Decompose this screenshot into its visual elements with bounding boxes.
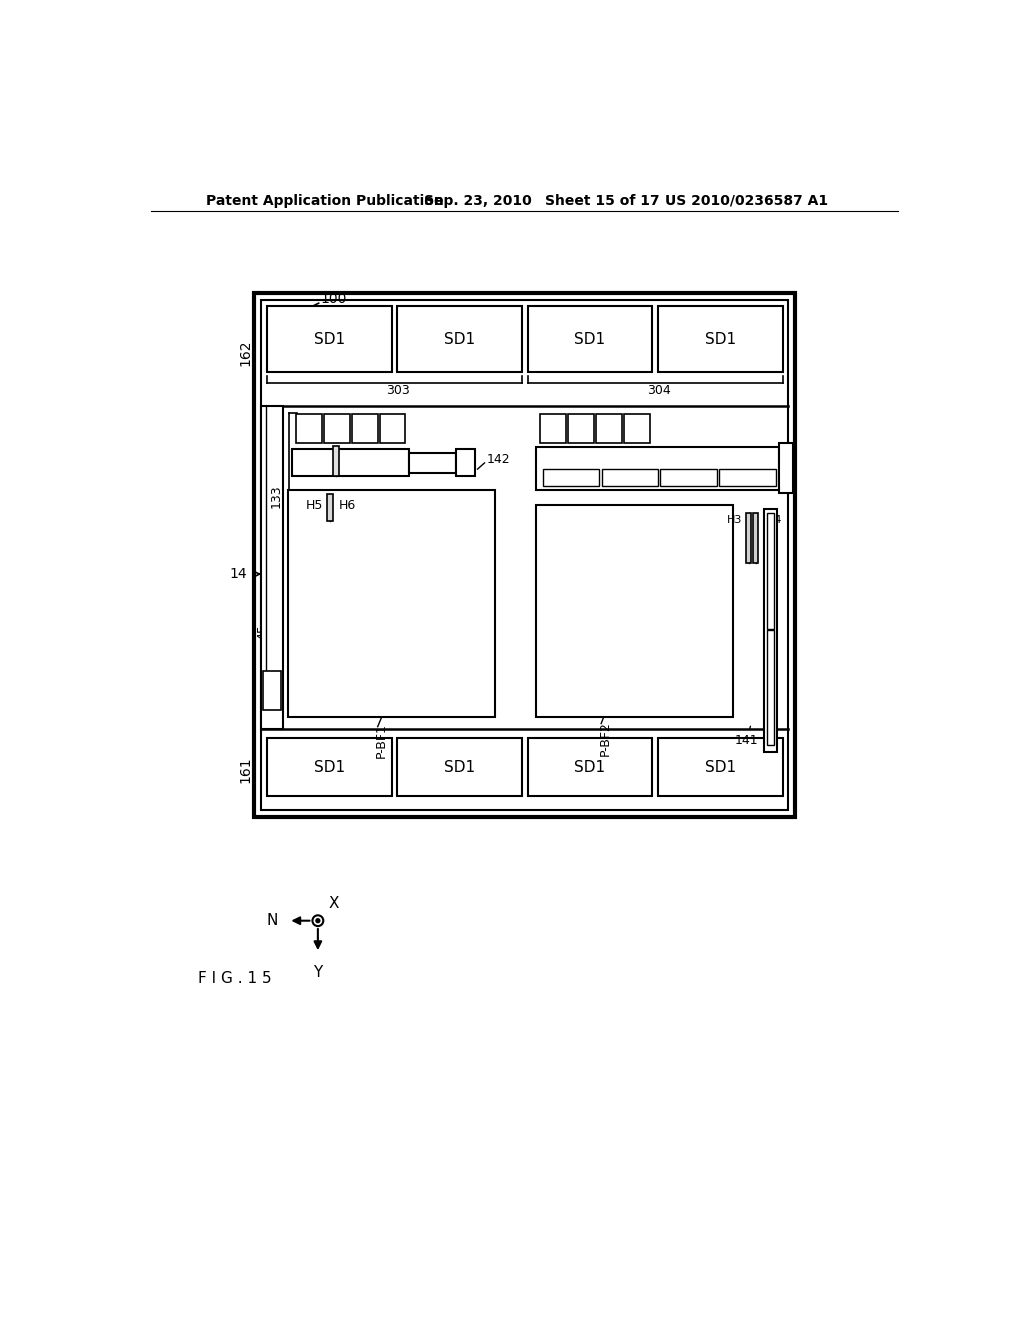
Text: 100: 100 — [321, 292, 346, 306]
Text: PHP: PHP — [627, 424, 646, 434]
Bar — [767, 631, 774, 744]
Text: 45: 45 — [257, 624, 269, 640]
Text: SD1: SD1 — [574, 759, 605, 775]
Text: SD1: SD1 — [313, 759, 345, 775]
Bar — [537, 506, 732, 718]
Bar — [527, 306, 652, 372]
Text: SD1: SD1 — [313, 331, 345, 347]
Bar — [764, 508, 777, 752]
Text: 304: 304 — [647, 384, 671, 397]
Text: PHP: PHP — [299, 424, 318, 434]
Text: H3: H3 — [727, 515, 742, 525]
Bar — [333, 446, 340, 477]
Text: 142: 142 — [486, 453, 510, 466]
Text: H4: H4 — [767, 515, 783, 525]
Text: PHP: PHP — [599, 424, 618, 434]
Bar — [541, 414, 566, 444]
Bar — [397, 738, 522, 796]
Text: Sheet 15 of 17: Sheet 15 of 17 — [545, 194, 659, 207]
Bar — [754, 512, 758, 562]
Bar — [543, 470, 599, 487]
Text: US 2010/0236587 A1: US 2010/0236587 A1 — [665, 194, 828, 207]
Bar — [624, 414, 649, 444]
Text: H6: H6 — [339, 499, 356, 512]
Text: N: N — [266, 913, 278, 928]
Bar — [397, 306, 522, 372]
Bar — [746, 512, 751, 562]
Text: SD1: SD1 — [705, 331, 736, 347]
Text: SD1: SD1 — [444, 331, 475, 347]
Bar — [296, 414, 322, 444]
Bar — [254, 293, 796, 817]
Text: PHP: PHP — [571, 424, 591, 434]
Text: 141: 141 — [735, 726, 759, 747]
Bar — [719, 470, 776, 487]
Bar — [380, 414, 406, 444]
Text: 14: 14 — [229, 568, 247, 581]
Circle shape — [316, 919, 319, 923]
Bar — [657, 306, 783, 372]
Bar — [568, 414, 594, 444]
Text: 161: 161 — [239, 756, 253, 783]
Bar — [779, 444, 793, 494]
Bar — [601, 470, 658, 487]
Text: Sep. 23, 2010: Sep. 23, 2010 — [424, 194, 531, 207]
Bar — [261, 407, 283, 729]
Bar — [660, 470, 717, 487]
Text: PHP: PHP — [328, 424, 346, 434]
Text: PHP: PHP — [355, 424, 375, 434]
Bar — [527, 738, 652, 796]
Bar — [537, 447, 779, 490]
Text: 133: 133 — [270, 484, 283, 508]
Bar — [352, 414, 378, 444]
Text: Patent Application Publication: Patent Application Publication — [206, 194, 443, 207]
Text: SD1: SD1 — [444, 759, 475, 775]
Bar — [292, 449, 410, 477]
Bar — [266, 306, 392, 372]
Bar — [456, 449, 475, 477]
Text: 162: 162 — [239, 341, 253, 367]
Text: Y: Y — [313, 965, 323, 981]
Text: SD1: SD1 — [705, 759, 736, 775]
Text: F I G . 1 5: F I G . 1 5 — [198, 972, 271, 986]
Bar — [324, 414, 349, 444]
Text: PHP: PHP — [544, 424, 563, 434]
Text: 303: 303 — [386, 384, 411, 397]
Bar — [289, 490, 496, 718]
Text: P-BF2: P-BF2 — [599, 722, 611, 756]
Bar — [410, 453, 456, 473]
Bar — [767, 513, 774, 628]
Text: H5: H5 — [305, 499, 323, 512]
Bar — [263, 671, 282, 710]
Text: PHP: PHP — [383, 424, 402, 434]
Text: P-BF1: P-BF1 — [375, 723, 388, 758]
Text: X: X — [328, 896, 339, 911]
Text: SD1: SD1 — [574, 331, 605, 347]
Bar — [266, 738, 392, 796]
Bar — [657, 738, 783, 796]
Bar — [328, 494, 333, 521]
Bar — [596, 414, 622, 444]
Bar — [261, 300, 788, 809]
